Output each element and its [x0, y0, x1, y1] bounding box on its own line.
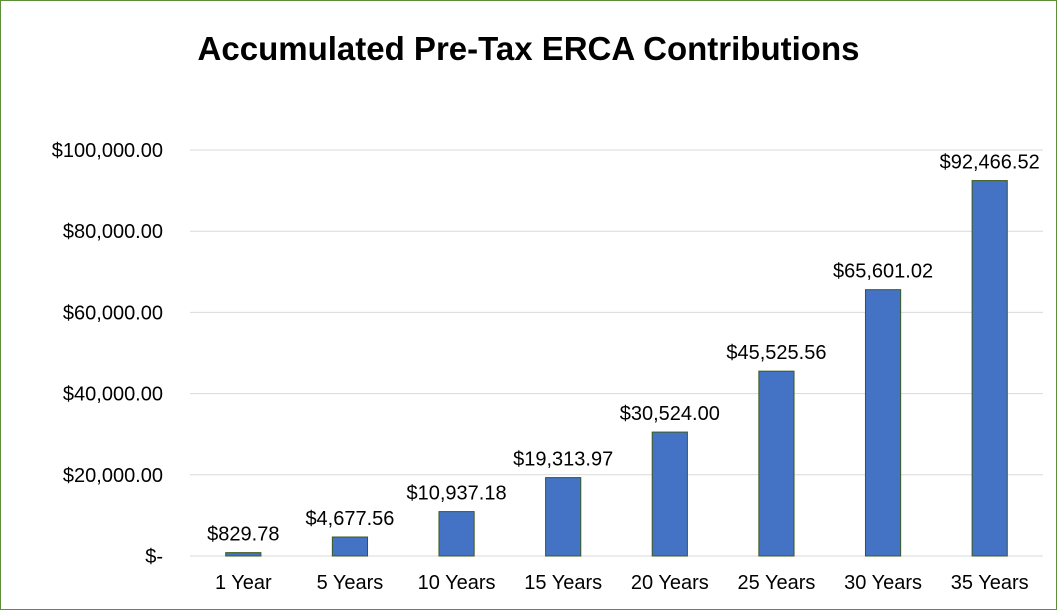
- x-tick-label: 35 Years: [951, 572, 1029, 594]
- data-label: $10,937.18: [407, 483, 507, 505]
- x-tick-label: 30 Years: [844, 572, 922, 594]
- x-tick-label: 10 Years: [418, 572, 496, 594]
- bar: [331, 536, 369, 557]
- bars: [225, 180, 1008, 557]
- gridlines: [190, 149, 1043, 557]
- x-tick-label: 5 Years: [317, 572, 384, 594]
- x-tick-label: 1 Year: [215, 572, 272, 594]
- x-tick-label: 20 Years: [631, 572, 709, 594]
- bar: [651, 431, 688, 557]
- x-axis-tick-labels: 1 Year 5 Years 10 Years 15 Years 20 Years 25 …: [215, 572, 1029, 594]
- data-label: $45,525.56: [726, 342, 826, 364]
- y-tick-label: $60,000.00: [63, 302, 163, 324]
- x-tick-label: 15 Years: [524, 572, 602, 594]
- y-tick-label: $100,000.00: [52, 140, 163, 162]
- bar: [438, 511, 475, 557]
- y-tick-label: $40,000.00: [63, 384, 163, 406]
- data-label: $829.78: [207, 524, 279, 546]
- bar: [864, 289, 902, 557]
- chart-title: Accumulated Pre-Tax ERCA Contributions: [197, 30, 860, 67]
- bar: [545, 477, 582, 557]
- bar: [758, 370, 795, 557]
- y-tick-label: $-: [145, 546, 163, 568]
- y-axis-tick-labels: $- $20,000.00 $40,000.00 $60,000.00 $80,000.…: [52, 140, 163, 568]
- data-label: $19,313.97: [513, 449, 613, 471]
- data-labels: $829.78 $4,677.56 $10,937.18 $19,313.97 $30,…: [207, 152, 1040, 546]
- bar: [225, 552, 262, 557]
- data-label: $65,601.02: [833, 261, 933, 283]
- x-tick-label: 25 Years: [738, 572, 816, 594]
- y-tick-label: $80,000.00: [63, 221, 163, 243]
- bar: [971, 180, 1008, 557]
- y-tick-label: $20,000.00: [63, 465, 163, 487]
- data-label: $30,524.00: [620, 403, 720, 425]
- data-label: $4,677.56: [305, 508, 394, 530]
- data-label: $92,466.52: [940, 152, 1040, 174]
